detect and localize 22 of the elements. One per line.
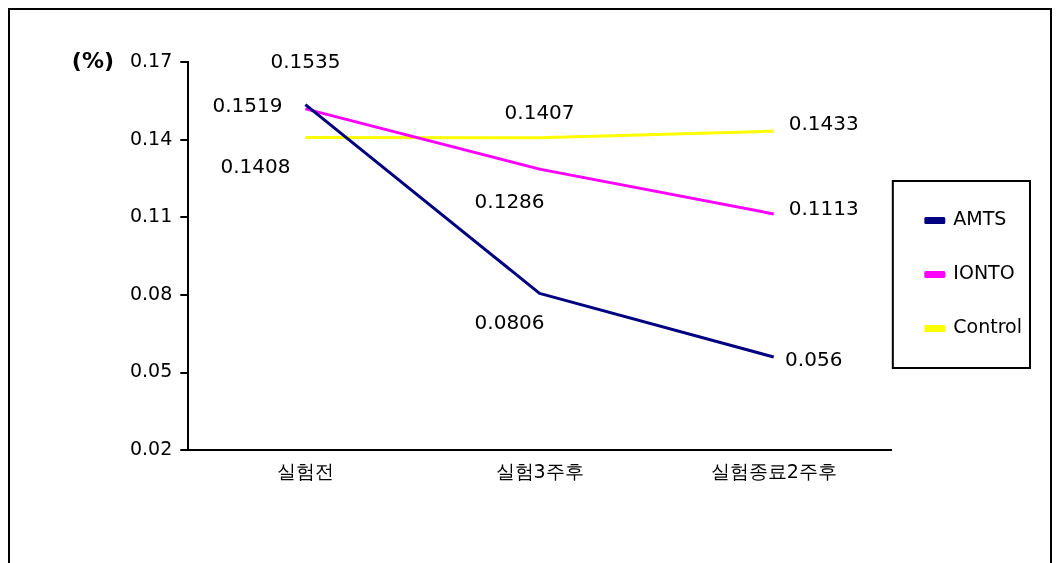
data-label: 0.1286 — [474, 189, 545, 214]
data-label: 0.1113 — [788, 196, 859, 221]
y-tick-label: 0.02 — [129, 437, 173, 460]
data-label: 0.056 — [785, 347, 843, 372]
x-tick-label: 실험3주후 — [495, 459, 584, 482]
y-tick-label: 0.17 — [129, 48, 173, 71]
y-tick-label: 0.11 — [129, 204, 173, 227]
x-tick-label: 실험종료2주후 — [710, 459, 837, 482]
legend-label: IONTO — [953, 261, 1015, 284]
data-label: 0.1519 — [212, 93, 283, 118]
data-label: 0.1408 — [220, 153, 291, 178]
y-tick-label: 0.08 — [129, 281, 173, 304]
data-label: 0.1407 — [504, 100, 575, 125]
legend-label: AMTS — [953, 207, 1007, 230]
legend-label: Control — [953, 315, 1023, 338]
data-label: 0.0806 — [474, 309, 545, 334]
y-tick-label: 0.14 — [129, 126, 173, 149]
y-axis-title: (%) — [71, 47, 114, 73]
y-tick-label: 0.05 — [129, 359, 173, 382]
data-label: 0.1433 — [788, 111, 859, 136]
data-label: 0.1535 — [270, 48, 341, 73]
x-tick-label: 실험전 — [276, 459, 334, 482]
